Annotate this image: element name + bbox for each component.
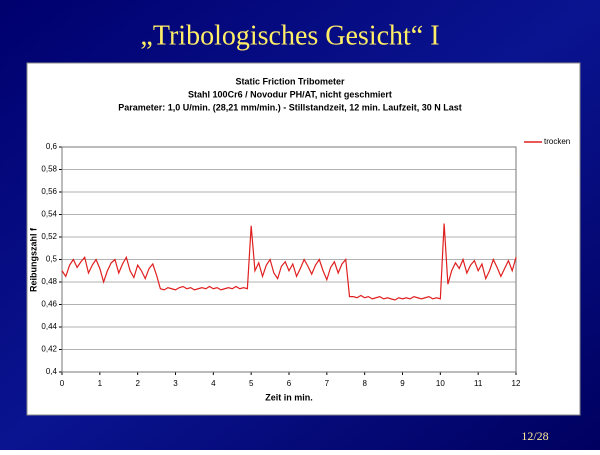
x-tick-label: 3	[173, 379, 178, 388]
x-tick-label: 1	[98, 379, 103, 388]
x-tick-label: 10	[436, 379, 445, 388]
page-number: 12/28	[521, 429, 548, 443]
x-tick-label: 7	[325, 379, 330, 388]
x-tick-label: 5	[249, 379, 254, 388]
x-tick-label: 6	[287, 379, 292, 388]
data-line	[61, 223, 517, 301]
x-tick-label: 12	[512, 379, 521, 388]
x-tick-label: 9	[400, 379, 405, 388]
y-axis-label: Reibungszahl f	[28, 227, 38, 292]
chart-subtitle: Stahl 100Cr6 / Novodur PH/AT, nicht gesc…	[188, 89, 392, 99]
y-tick-label: 0,42	[41, 345, 57, 354]
plot-area	[61, 146, 517, 373]
y-tick-label: 0,46	[41, 300, 57, 309]
x-axis-label: Zeit in min.	[265, 392, 313, 402]
y-tick-label: 0,58	[41, 165, 57, 174]
y-tick-label: 0,56	[41, 187, 57, 196]
x-tick-label: 4	[211, 379, 216, 388]
x-tick-label: 11	[474, 379, 483, 388]
y-tick-label: 0,44	[41, 322, 57, 331]
y-tick-label: 0,48	[41, 277, 57, 286]
y-tick-label: 0,54	[41, 210, 57, 219]
x-tick-label: 8	[362, 379, 367, 388]
y-tick-label: 0,5	[46, 255, 58, 264]
x-tick-label: 0	[60, 379, 65, 388]
chart-title: Static Friction Tribometer	[235, 76, 345, 86]
slide-title: „Tribologisches Gesicht“ I	[140, 20, 439, 51]
y-tick-label: 0,4	[46, 367, 58, 376]
legend-label: trocken	[544, 137, 570, 146]
chart-frame	[26, 62, 581, 416]
y-tick-label: 0,6	[46, 142, 58, 151]
y-tick-label: 0,52	[41, 232, 57, 241]
x-tick-label: 2	[135, 379, 140, 388]
chart-subtitle: Parameter: 1,0 U/min. (28,21 mm/min.) - …	[118, 102, 462, 112]
